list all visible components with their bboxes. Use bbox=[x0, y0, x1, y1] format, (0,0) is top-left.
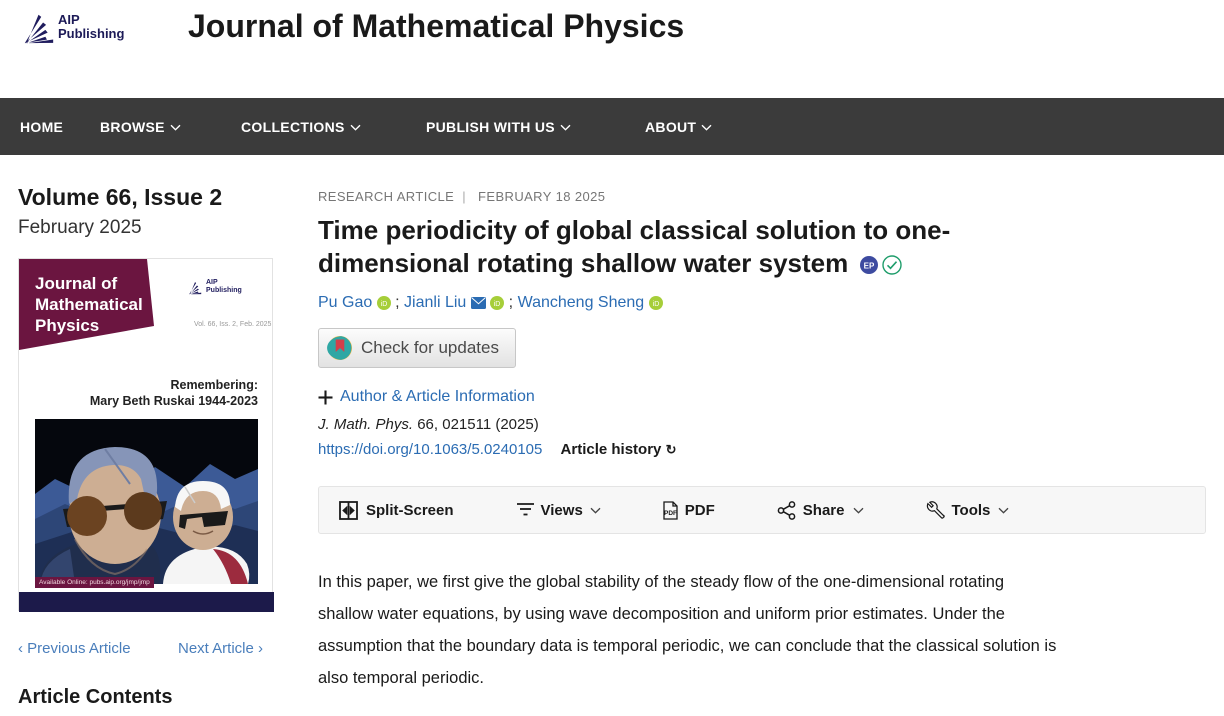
svg-text:EP: EP bbox=[864, 262, 875, 271]
svg-text:iD: iD bbox=[494, 301, 501, 308]
svg-text:iD: iD bbox=[652, 301, 659, 308]
svg-text:PDF: PDF bbox=[664, 510, 677, 517]
svg-text:iD: iD bbox=[380, 301, 387, 308]
